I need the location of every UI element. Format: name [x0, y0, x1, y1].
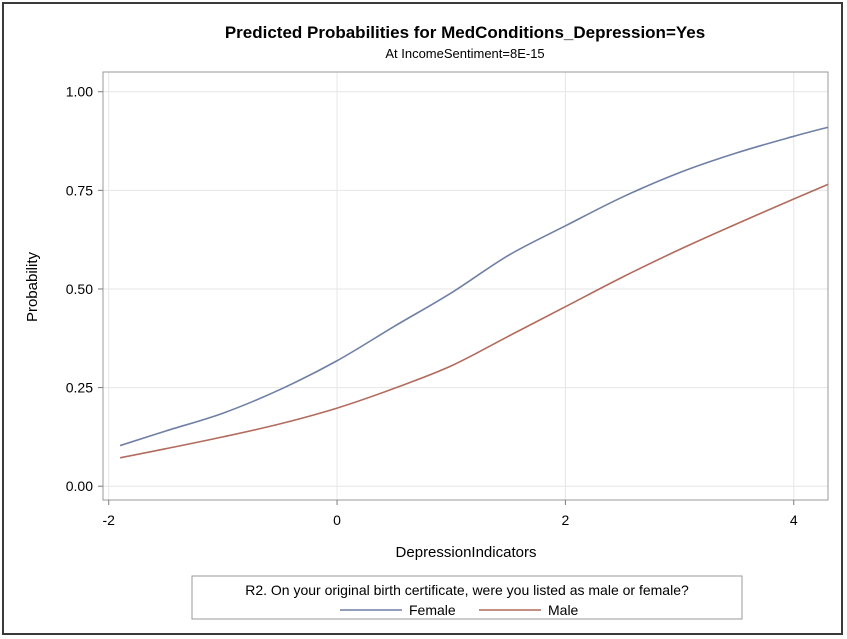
x-tick-label: 4: [790, 512, 798, 528]
y-tick-label: 0.50: [66, 281, 93, 297]
legend-label-male: Male: [548, 602, 579, 618]
x-tick-label: 2: [562, 512, 570, 528]
legend: R2. On your original birth certificate, …: [191, 575, 743, 620]
ticks-layer: -2 0 2 4 0.00 0.25 0.50 0.75 1.00: [66, 84, 798, 528]
chart-subtitle: At IncomeSentiment=8E-15: [385, 46, 544, 61]
y-axis-label: Probability: [24, 251, 41, 322]
x-tick-label: 0: [333, 512, 341, 528]
legend-box: [191, 575, 743, 620]
plot-area: [102, 71, 829, 501]
series-line-female: [119, 126, 829, 447]
grid-layer: [103, 72, 828, 500]
legend-label-female: Female: [409, 602, 456, 618]
y-tick-label: 0.75: [66, 182, 93, 198]
chart-title: Predicted Probabilities for MedCondition…: [225, 23, 705, 42]
series-layer: [119, 126, 829, 459]
legend-title: R2. On your original birth certificate, …: [245, 582, 689, 598]
x-tick-label: -2: [102, 512, 115, 528]
series-line-male: [119, 183, 829, 459]
x-axis-label: DepressionIndicators: [396, 544, 537, 561]
y-tick-label: 1.00: [66, 84, 93, 100]
y-tick-label: 0.00: [66, 478, 93, 494]
y-tick-label: 0.25: [66, 380, 93, 396]
